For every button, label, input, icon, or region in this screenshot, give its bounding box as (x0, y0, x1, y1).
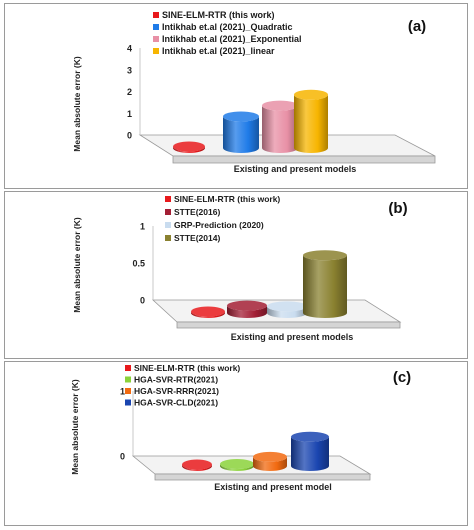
chart-c-bar-top (253, 451, 287, 462)
chart-b-legend-swatch (165, 196, 171, 202)
chart-c-tick-label: 0 (120, 452, 125, 462)
chart-b-legend-label: STTE(2016) (174, 207, 220, 217)
chart-c-bar-top (182, 459, 212, 470)
chart-panel-b: 0 0.5 1 Mean absolute error (K) Existing and… (4, 191, 468, 359)
chart-b-legend-label: GRP-Prediction (2020) (174, 220, 264, 230)
chart-b-bar (227, 300, 267, 318)
chart-b-panel-label: (b) (388, 200, 407, 217)
chart-c-bar-body (182, 464, 212, 471)
chart-b-legend-label: STTE(2014) (174, 233, 220, 243)
chart-c-legend-label: SINE-ELM-RTR (this work) (134, 363, 240, 373)
chart-c-svg: 0 1 Mean absolute error (K) Existing and pr… (70, 363, 411, 492)
chart-b-svg: 0 0.5 1 Mean absolute error (K) Existing and… (72, 194, 408, 342)
chart-b-legend-swatch (165, 209, 171, 215)
chart-c-y-axis-label: Mean absolute error (K) (70, 379, 80, 475)
chart-b-tick-label: 1 (140, 222, 145, 232)
chart-a-tick-label: 1 (127, 109, 132, 119)
chart-a-x-axis-label: Existing and present models (234, 164, 357, 174)
chart-b-bar (191, 306, 225, 318)
chart-b-bar-body (267, 306, 307, 318)
chart-a-tick-label: 3 (127, 65, 132, 75)
chart-b-bar-top (191, 306, 225, 317)
chart-b-x-axis-label: Existing and present models (231, 332, 354, 342)
chart-a-bar-top (173, 141, 205, 152)
chart-a-panel-label: (a) (408, 18, 426, 35)
chart-b-legend-label: SINE-ELM-RTR (this work) (174, 194, 280, 204)
chart-a-bar (173, 141, 205, 153)
chart-c-legend-swatch (125, 376, 131, 383)
chart-a-bar-top (262, 100, 298, 111)
chart-c-legend-label: HGA-SVR-RRR(2021) (134, 386, 219, 396)
chart-c-legend-label: HGA-SVR-CLD(2021) (134, 398, 218, 408)
chart-panel-c: 0 1 Mean absolute error (K) Existing and pr… (4, 361, 468, 526)
chart-c-bar (220, 459, 254, 471)
chart-c-floor-edge (154, 473, 371, 481)
chart-b-bar (267, 301, 307, 318)
chart-b-bar (303, 250, 347, 318)
chart-c-legend-swatch (125, 388, 131, 394)
chart-a-legend-swatch (153, 48, 159, 54)
chart-a-bar-body (262, 105, 298, 153)
chart-c-bar-body (291, 436, 329, 471)
chart-b-bar-top (267, 301, 307, 312)
chart-a-bar-body (294, 94, 328, 153)
chart-a-tick-label: 4 (127, 44, 132, 54)
chart-c-panel-label: (c) (393, 369, 411, 386)
chart-a-legend-label: Intikhab et.al (2021)_Exponential (162, 34, 302, 44)
chart-b-legend-swatch (165, 222, 171, 228)
chart-b-tick-label: 0 (140, 296, 145, 306)
chart-a-tick-label: 0 (127, 131, 132, 141)
chart-a-legend-swatch (153, 24, 159, 30)
chart-a-bar-body (223, 116, 259, 153)
chart-a-legend-swatch (153, 36, 159, 42)
chart-c-bar (253, 451, 287, 471)
chart-c-bar-top (291, 431, 329, 442)
chart-a-svg: 0 1 2 3 4 Mean absolute error (K) Existing and… (72, 10, 436, 174)
chart-b-bar-top (227, 300, 267, 311)
chart-b-legend-swatch (165, 235, 171, 241)
chart-a-legend-label: SINE-ELM-RTR (this work) (162, 10, 275, 20)
chart-a-bar-top (223, 111, 259, 122)
chart-a-floor-edge (172, 155, 436, 164)
chart-b-y-axis-label: Mean absolute error (K) (72, 217, 82, 313)
chart-a-bar-body (173, 146, 205, 153)
chart-b-bar-body (227, 305, 267, 318)
chart-c-bar-top (220, 459, 254, 470)
chart-b-bar-top (303, 250, 347, 261)
chart-panel-a: 0 1 2 3 4 Mean absolute error (K) Existing and… (4, 3, 468, 189)
chart-b-bar-body (191, 311, 225, 318)
chart-a-legend-label: Intikhab et.al (2021)_linear (162, 46, 275, 56)
chart-c-bar (182, 459, 212, 471)
chart-a-bar (294, 89, 328, 153)
chart-a-bar (223, 111, 259, 153)
chart-b-bar-body (303, 255, 347, 318)
chart-b-floor-edge (176, 321, 401, 329)
chart-c-legend-label: HGA-SVR-RTR(2021) (134, 375, 218, 385)
chart-a-y-axis-label: Mean absolute error (K) (72, 56, 82, 152)
chart-a-tick-label: 2 (127, 87, 132, 97)
chart-a-legend-swatch (153, 12, 159, 18)
chart-c-bar-body (253, 456, 287, 471)
chart-a-bar (262, 100, 298, 153)
chart-a-legend-label: Intikhab et.al (2021)_Quadratic (162, 22, 293, 32)
chart-c-x-axis-label: Existing and present model (214, 482, 332, 492)
chart-c-tick-label: 1 (120, 387, 125, 397)
chart-b-tick-label: 0.5 (132, 259, 145, 269)
chart-c-bar-body (220, 464, 254, 471)
chart-a-bar-top (294, 89, 328, 100)
chart-c-bar (291, 431, 329, 471)
chart-c-legend-swatch (125, 365, 131, 371)
chart-c-legend-swatch (125, 399, 131, 406)
